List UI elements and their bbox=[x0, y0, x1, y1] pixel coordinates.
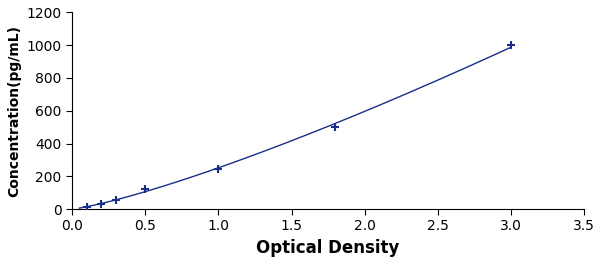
Y-axis label: Concentration(pg/mL): Concentration(pg/mL) bbox=[7, 25, 21, 197]
X-axis label: Optical Density: Optical Density bbox=[256, 239, 400, 257]
